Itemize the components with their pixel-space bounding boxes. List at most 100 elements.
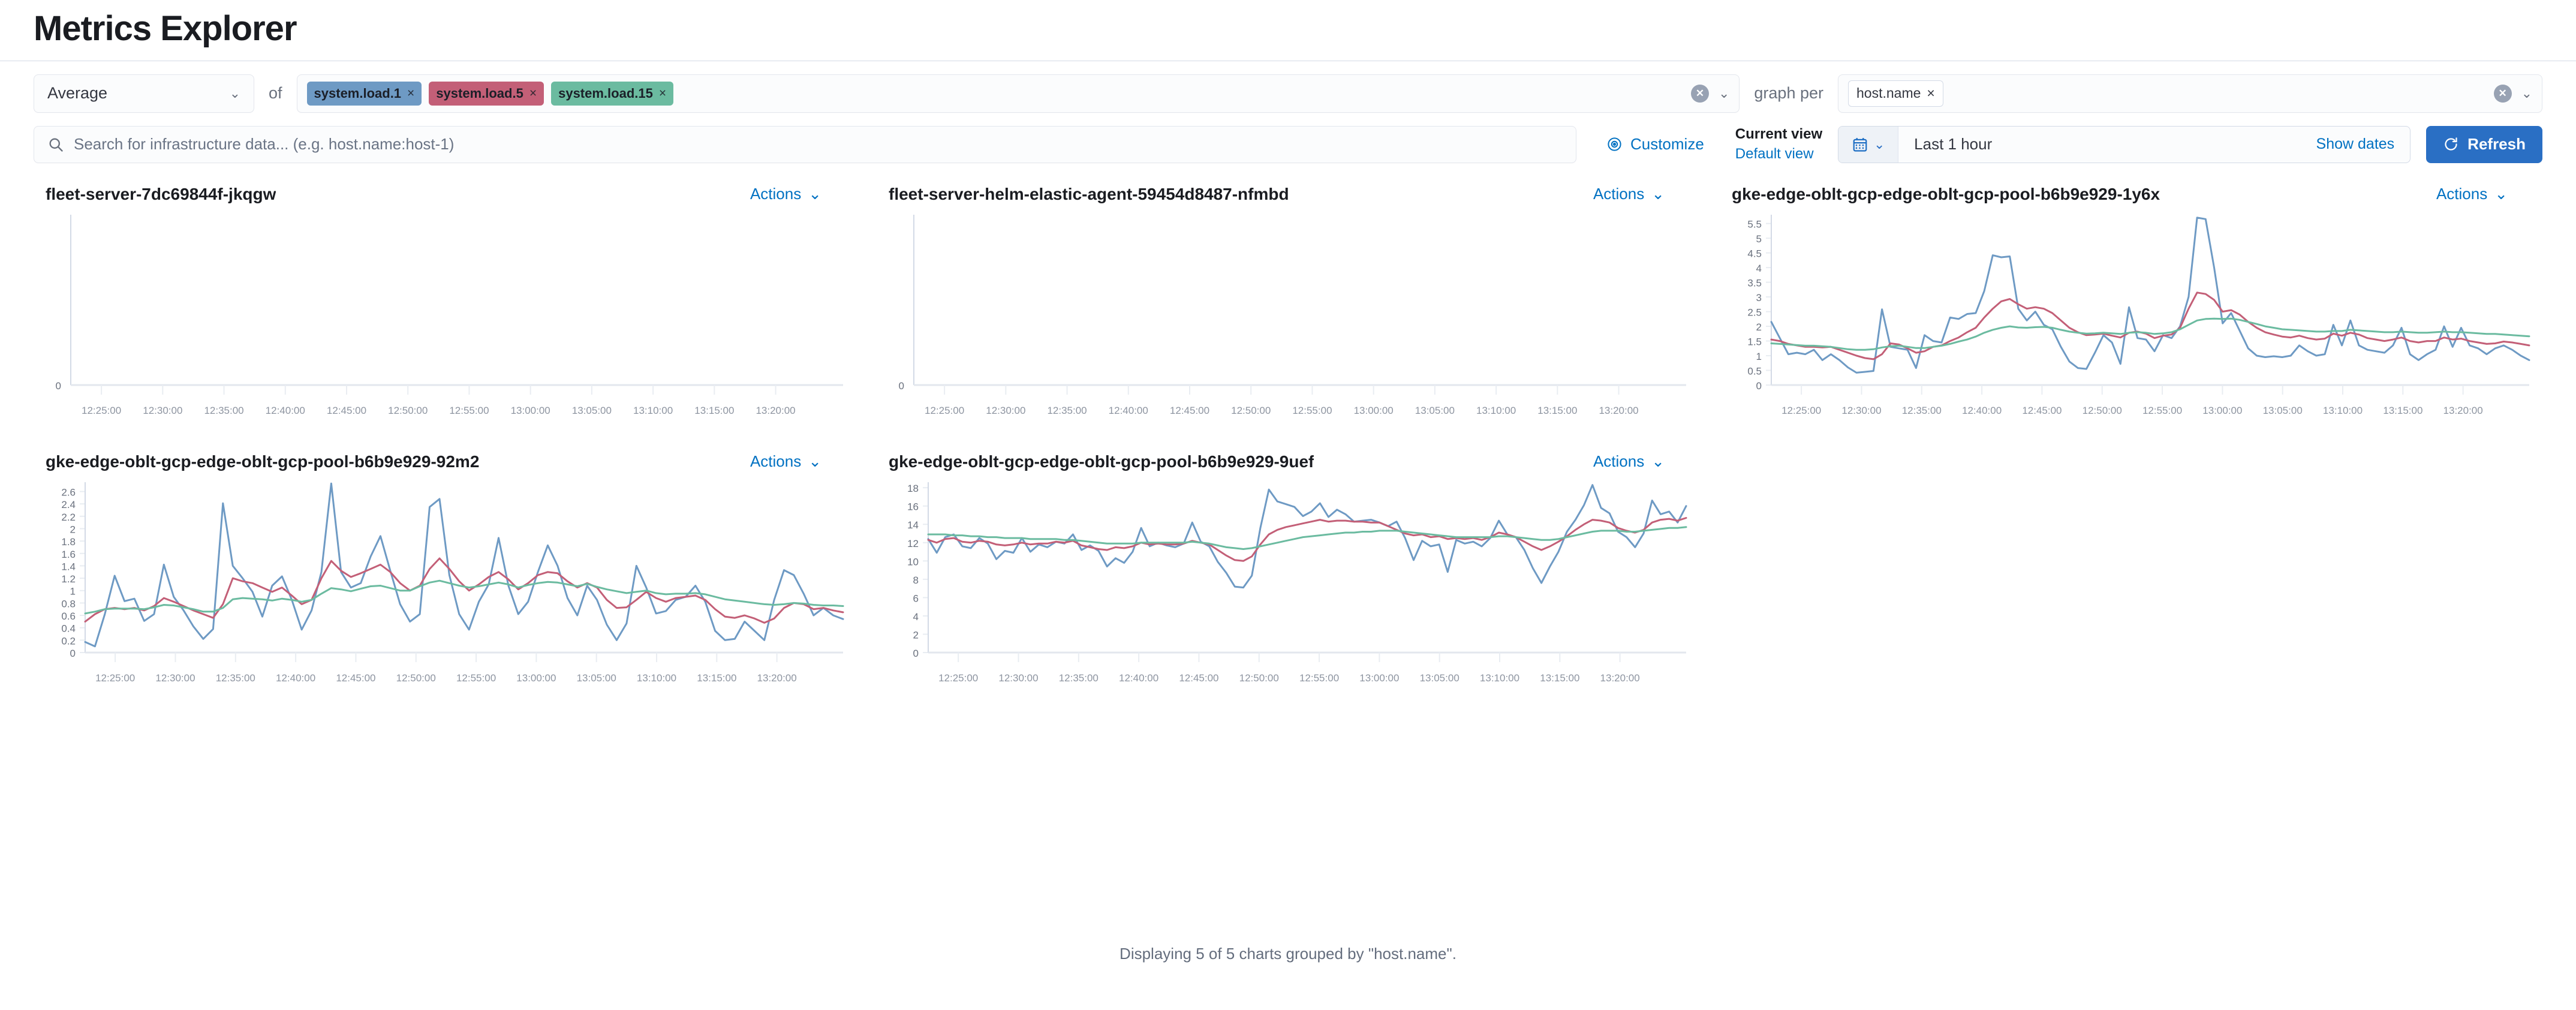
svg-text:0.4: 0.4 — [61, 623, 76, 635]
date-picker[interactable]: ⌄ Last 1 hour Show dates — [1838, 125, 2411, 163]
remove-icon[interactable]: × — [1927, 85, 1935, 101]
groupby-pill-label: host.name — [1856, 85, 1921, 101]
chart-plot[interactable]: 0 12:25:00 12:30:00 12:35:00 12:40:00 12:45:0… — [877, 208, 1699, 435]
remove-icon[interactable]: × — [407, 86, 415, 100]
customize-button[interactable]: Customize — [1606, 135, 1704, 154]
remove-icon[interactable]: × — [529, 86, 537, 100]
svg-text:13:00:00: 13:00:00 — [516, 672, 556, 684]
svg-text:12:30:00: 12:30:00 — [143, 405, 182, 416]
svg-text:12:25:00: 12:25:00 — [925, 405, 964, 416]
svg-text:2: 2 — [913, 629, 919, 641]
chart-card: fleet-server-7dc69844f-jkqgw Actions ⌄ 0… — [34, 181, 856, 435]
chart-grid-spacer — [1720, 449, 2542, 703]
svg-text:12:45:00: 12:45:00 — [336, 672, 375, 684]
clear-icon[interactable]: ✕ — [1690, 84, 1709, 103]
svg-text:4: 4 — [913, 611, 919, 623]
chart-header: fleet-server-7dc69844f-jkqgw Actions ⌄ — [34, 181, 856, 208]
svg-text:13:05:00: 13:05:00 — [572, 405, 612, 416]
chevron-down-icon: ⌄ — [808, 452, 821, 471]
svg-text:12:35:00: 12:35:00 — [1902, 405, 1942, 416]
svg-text:13:10:00: 13:10:00 — [1480, 672, 1519, 684]
svg-text:1: 1 — [70, 586, 76, 597]
svg-text:12:40:00: 12:40:00 — [266, 405, 305, 416]
chevron-down-icon[interactable]: ⌄ — [2521, 85, 2532, 101]
svg-text:12:45:00: 12:45:00 — [2022, 405, 2062, 416]
metric-pill-label: system.load.5 — [436, 85, 523, 101]
search-placeholder: Search for infrastructure data... (e.g. … — [74, 135, 455, 154]
metrics-combobox[interactable]: system.load.1 × system.load.5 × system.l… — [296, 74, 1740, 113]
view-block: Current view Default view — [1735, 126, 1822, 163]
calendar-icon — [1852, 136, 1868, 153]
svg-text:0.5: 0.5 — [1747, 365, 1762, 377]
gear-icon — [1606, 136, 1623, 152]
default-view-link[interactable]: Default view — [1735, 146, 1814, 163]
chart-title: gke-edge-oblt-gcp-edge-oblt-gcp-pool-b6b… — [1732, 184, 2160, 203]
chevron-down-icon[interactable]: ⌄ — [1718, 85, 1730, 101]
graph-per-label: graph per — [1754, 84, 1823, 103]
svg-text:3.5: 3.5 — [1747, 278, 1762, 289]
chart-plot[interactable]: 0 0.5 1 1.5 2 2.5 3 3.5 4 4.5 5 5.5 12:25:00 12:30:00… — [1720, 208, 2542, 435]
svg-text:12:55:00: 12:55:00 — [456, 672, 496, 684]
svg-text:12:40:00: 12:40:00 — [1962, 405, 2002, 416]
svg-text:12:50:00: 12:50:00 — [396, 672, 436, 684]
chart-plot[interactable]: 0 0.2 0.4 0.6 0.8 1 1.2 1.4 1.6 1.8 2 2.2 2.4 2.6 12:2… — [34, 475, 856, 703]
svg-text:4.5: 4.5 — [1747, 248, 1762, 260]
chart-actions-button[interactable]: Actions ⌄ — [1593, 452, 1695, 471]
metric-pill[interactable]: system.load.15 × — [551, 81, 674, 106]
svg-text:12:40:00: 12:40:00 — [276, 672, 315, 684]
search-input[interactable]: Search for infrastructure data... (e.g. … — [34, 125, 1576, 163]
svg-text:5: 5 — [1756, 233, 1762, 245]
svg-text:12:25:00: 12:25:00 — [1781, 405, 1821, 416]
page-header: Metrics Explorer — [0, 0, 2576, 47]
svg-text:12:45:00: 12:45:00 — [327, 405, 366, 416]
chart-actions-button[interactable]: Actions ⌄ — [1593, 185, 1695, 203]
svg-text:12:25:00: 12:25:00 — [938, 672, 978, 684]
svg-text:1.6: 1.6 — [61, 549, 76, 560]
chart-actions-label: Actions — [1593, 452, 1645, 471]
svg-text:0: 0 — [56, 380, 61, 392]
svg-text:12:30:00: 12:30:00 — [155, 672, 195, 684]
metric-pill[interactable]: system.load.1 × — [306, 81, 422, 106]
chart-plot[interactable]: 0 2 4 6 8 10 12 14 16 18 12:25:00 12:30:00 12:35:00 1… — [877, 475, 1699, 703]
chart-actions-label: Actions — [1593, 185, 1645, 203]
svg-text:2.6: 2.6 — [61, 486, 76, 498]
chart-title: fleet-server-7dc69844f-jkqgw — [46, 184, 276, 203]
groupby-combobox[interactable]: host.name × ✕ ⌄ — [1838, 74, 2542, 113]
svg-text:13:20:00: 13:20:00 — [1600, 672, 1640, 684]
chevron-down-icon: ⌄ — [229, 85, 240, 101]
svg-text:0: 0 — [899, 380, 904, 392]
aggregation-select[interactable]: Average ⌄ — [34, 74, 254, 113]
svg-text:12:35:00: 12:35:00 — [216, 672, 255, 684]
chart-actions-button[interactable]: Actions ⌄ — [2436, 185, 2538, 203]
svg-text:12:55:00: 12:55:00 — [1292, 405, 1332, 416]
search-controls-row: Search for infrastructure data... (e.g. … — [0, 113, 2576, 163]
chart-title: fleet-server-helm-elastic-agent-59454d84… — [889, 184, 1289, 203]
metric-pill[interactable]: system.load.5 × — [429, 81, 544, 106]
chart-plot[interactable]: 0 12:25:00 12:30:00 12:35:00 12:40:00 12:45:0… — [34, 208, 856, 435]
refresh-button[interactable]: Refresh — [2426, 125, 2542, 163]
svg-text:12:30:00: 12:30:00 — [1841, 405, 1881, 416]
chart-actions-button[interactable]: Actions ⌄ — [750, 452, 851, 471]
date-range-value[interactable]: Last 1 hour — [1914, 135, 1993, 154]
svg-text:13:05:00: 13:05:00 — [577, 672, 616, 684]
chart-card: gke-edge-oblt-gcp-edge-oblt-gcp-pool-b6b… — [1720, 181, 2542, 435]
svg-text:12:55:00: 12:55:00 — [2142, 405, 2182, 416]
svg-text:2: 2 — [70, 524, 76, 535]
svg-text:1.4: 1.4 — [61, 561, 76, 572]
show-dates-button[interactable]: Show dates — [2316, 136, 2395, 153]
chart-actions-button[interactable]: Actions ⌄ — [750, 185, 851, 203]
metric-pill-label: system.load.15 — [558, 85, 653, 101]
customize-label: Customize — [1630, 135, 1704, 154]
chevron-down-icon: ⌄ — [1873, 136, 1885, 152]
remove-icon[interactable]: × — [658, 86, 667, 100]
calendar-quick-select-button[interactable]: ⌄ — [1838, 126, 1899, 163]
svg-text:16: 16 — [907, 501, 919, 513]
svg-text:2.2: 2.2 — [61, 512, 76, 523]
clear-icon[interactable]: ✕ — [2493, 84, 2512, 103]
groupby-pill[interactable]: host.name × — [1848, 80, 1943, 107]
chevron-down-icon: ⌄ — [1651, 452, 1665, 471]
svg-text:12:25:00: 12:25:00 — [82, 405, 121, 416]
svg-text:12:30:00: 12:30:00 — [998, 672, 1038, 684]
svg-text:2.4: 2.4 — [61, 499, 76, 510]
svg-text:2.5: 2.5 — [1747, 306, 1762, 318]
